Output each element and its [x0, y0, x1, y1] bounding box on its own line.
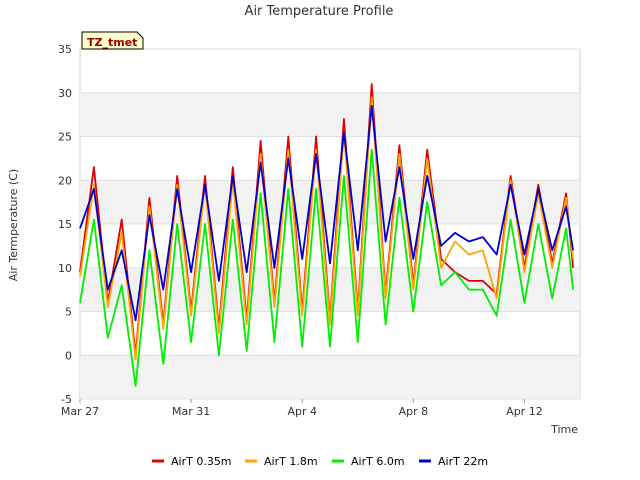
plot-background [79, 48, 581, 400]
y-tick-label: 25 [58, 131, 72, 144]
tz-badge-box [81, 31, 144, 50]
y-tick-label: -5 [61, 393, 72, 406]
x-tick-label: Apr 12 [506, 405, 543, 418]
legend-label: AirT 22m [438, 455, 488, 468]
legend-label: AirT 6.0m [351, 455, 405, 468]
grid-band [80, 180, 580, 224]
tz-badge-label: TZ_tmet [87, 36, 137, 49]
y-tick-label: 0 [65, 349, 72, 362]
series-line [79, 105, 574, 322]
series-line [79, 148, 574, 387]
series-line [79, 96, 574, 361]
series-lines [79, 83, 574, 387]
y-tick-label: 15 [58, 218, 72, 231]
y-tick-label: 5 [65, 306, 72, 319]
y-tick-label: 30 [58, 87, 72, 100]
y-axis-label: Air Termperature (C) [7, 169, 20, 281]
x-axis-ticks: Mar 27 Mar 31 Apr 4 Apr 8 Apr 12 [61, 399, 543, 418]
x-tick-label: Apr 4 [287, 405, 317, 418]
legend-label: AirT 0.35m [171, 455, 232, 468]
y-tick-label: 20 [58, 174, 72, 187]
grid-band [80, 92, 580, 137]
x-tick-label: Mar 27 [61, 405, 99, 418]
chart-title: Air Temperature Profile [245, 4, 394, 19]
y-tick-label: 10 [58, 262, 72, 275]
grid-band [80, 355, 580, 399]
legend: AirT 0.35m AirT 1.8m AirT 6.0m AirT 22m [152, 455, 488, 468]
y-axis-ticks: -5 0 5 10 15 20 25 30 35 [58, 43, 72, 406]
y-tick-label: 35 [58, 43, 72, 56]
x-axis-label: Time [550, 423, 578, 436]
legend-label: AirT 1.8m [264, 455, 318, 468]
x-tick-label: Mar 31 [172, 405, 210, 418]
x-tick-label: Apr 8 [399, 405, 429, 418]
tz-badge: TZ_tmet [81, 31, 144, 50]
